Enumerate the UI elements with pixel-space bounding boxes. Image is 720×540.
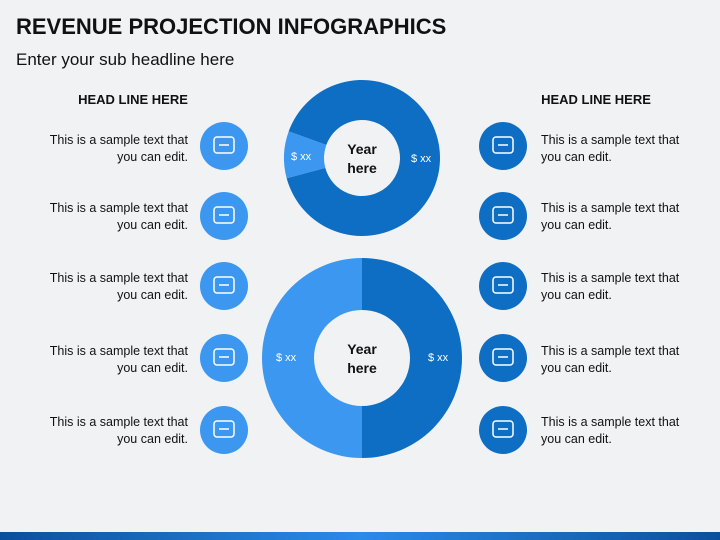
item-text: This is a sample text that you can edit. (49, 415, 188, 446)
icon-glyph (213, 348, 235, 366)
icon-circle (479, 262, 527, 310)
donut-segment (362, 258, 462, 458)
icon-circle (200, 122, 248, 170)
right-heading: HEAD LINE HERE (541, 92, 651, 107)
title: REVENUE PROJECTION INFOGRAPHICS (16, 14, 447, 39)
icon-circle (200, 406, 248, 454)
donut-center: Year here (347, 141, 377, 176)
icon-circle (479, 406, 527, 454)
icon-circle (200, 192, 248, 240)
donut-segment (286, 79, 440, 236)
icon-glyph (213, 136, 235, 154)
item-text: This is a sample text that you can edit. (541, 344, 680, 375)
icon-circle (479, 334, 527, 382)
donuts (262, 79, 462, 458)
item-text: This is a sample text that you can edit. (541, 201, 680, 232)
item-text: This is a sample text that you can edit. (541, 133, 680, 164)
donut-label: $ xx (411, 153, 432, 165)
item-text: This is a sample text that you can edit. (49, 271, 188, 302)
icon-circle (479, 122, 527, 170)
item-text: This is a sample text that you can edit. (49, 201, 188, 232)
footer-bar (0, 532, 720, 540)
item-text: This is a sample text that you can edit. (541, 271, 680, 302)
icons (200, 122, 527, 454)
donut-segment (262, 258, 362, 458)
icon-glyph (492, 136, 514, 154)
icon-glyph (213, 276, 235, 294)
icon-circle (200, 334, 248, 382)
item-text: This is a sample text that you can edit. (49, 344, 188, 375)
left-heading: HEAD LINE HERE (78, 92, 188, 107)
item-text: This is a sample text that you can edit. (541, 415, 680, 446)
subtitle: Enter your sub headline here (16, 50, 235, 69)
icon-circle (200, 262, 248, 310)
item-text: This is a sample text that you can edit. (49, 133, 188, 164)
donut-label: $ xx (291, 151, 312, 163)
donut-label: $ xx (428, 352, 449, 364)
icon-circle (479, 192, 527, 240)
icon-glyph (492, 276, 514, 294)
icon-glyph (213, 420, 235, 438)
icon-glyph (492, 420, 514, 438)
icon-glyph (213, 206, 235, 224)
donut-label: $ xx (276, 352, 297, 364)
donut-center: Year here (347, 341, 377, 376)
donut-segment (284, 131, 327, 179)
icon-glyph (492, 206, 514, 224)
icon-glyph (492, 348, 514, 366)
